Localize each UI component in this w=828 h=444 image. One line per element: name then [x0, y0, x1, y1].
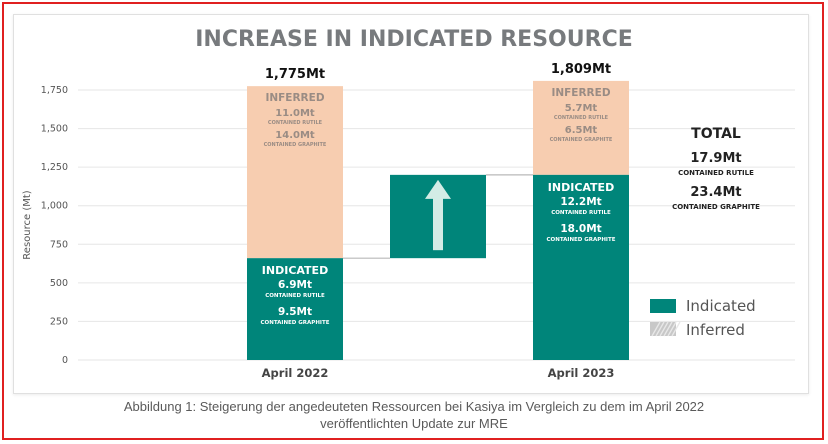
- total-graphite-value: 23.4Mt: [690, 185, 741, 200]
- indicated-rutile-value: 12.2Mt: [560, 196, 601, 208]
- legend-hatch-line: [667, 321, 677, 337]
- legend-label-indicated: Indicated: [686, 297, 756, 315]
- bar-total-label: 1,809Mt: [551, 62, 611, 77]
- inferred-rutile-label: CONTAINED RUTILE: [554, 115, 609, 121]
- x-tick-label: April 2022: [262, 366, 329, 380]
- legend-label-inferred: Inferred: [686, 321, 745, 339]
- legend-hatch-line: [655, 321, 665, 337]
- total-rutile-label: CONTAINED RUTILE: [678, 169, 754, 177]
- indicated-graphite-value: 18.0Mt: [560, 223, 601, 235]
- bar-indicated: [533, 174, 629, 360]
- inferred-rutile-value: 11.0Mt: [275, 108, 315, 119]
- inferred-graphite-value: 14.0Mt: [275, 130, 315, 141]
- y-tick-label: 1,500: [41, 124, 68, 135]
- chart-title: INCREASE IN INDICATED RESOURCE: [195, 27, 633, 52]
- indicated-rutile-value: 6.9Mt: [278, 279, 312, 291]
- indicated-rutile-label: CONTAINED RUTILE: [265, 293, 325, 299]
- inferred-heading: INFERRED: [265, 92, 324, 104]
- y-tick-label: 1,000: [41, 201, 68, 212]
- y-axis-label: Resource (Mt): [22, 190, 33, 259]
- total-rutile-value: 17.9Mt: [690, 151, 741, 166]
- increase-arrow-icon: [425, 179, 451, 199]
- inferred-graphite-label: CONTAINED GRAPHITE: [264, 142, 327, 148]
- indicated-heading: INDICATED: [262, 264, 328, 277]
- bar-inferred: [247, 86, 343, 259]
- legend-hatch-line: [671, 321, 681, 337]
- bar-total-label: 1,775Mt: [265, 67, 325, 82]
- figure-caption: Abbildung 1: Steigerung der angedeuteten…: [30, 398, 798, 432]
- legend-swatch-indicated: [650, 299, 676, 313]
- y-tick-label: 750: [50, 239, 68, 250]
- y-tick-label: 0: [62, 355, 68, 366]
- y-tick-label: 1,250: [41, 162, 68, 173]
- y-tick-label: 1,750: [41, 85, 68, 96]
- y-tick-label: 500: [50, 278, 68, 289]
- total-heading: TOTAL: [691, 126, 741, 142]
- bar-indicated: [247, 258, 343, 360]
- y-tick-label: 250: [50, 316, 68, 327]
- chart-panel: [13, 14, 809, 394]
- increase-arrow-shaft: [433, 196, 443, 251]
- caption-line-2: veröffentlichten Update zur MRE: [320, 416, 508, 431]
- indicated-graphite-value: 9.5Mt: [278, 306, 312, 318]
- indicated-rutile-label: CONTAINED RUTILE: [551, 210, 611, 216]
- inferred-rutile-value: 5.7Mt: [565, 103, 598, 114]
- indicated-graphite-label: CONTAINED GRAPHITE: [547, 237, 616, 243]
- inferred-heading: INFERRED: [551, 87, 610, 99]
- indicated-heading: INDICATED: [548, 181, 614, 194]
- inferred-graphite-value: 6.5Mt: [565, 125, 598, 136]
- legend-hatch-line: [659, 321, 669, 337]
- caption-line-1: Abbildung 1: Steigerung der angedeuteten…: [123, 399, 705, 414]
- legend-hatch-line: [663, 321, 673, 337]
- figure-frame: [2, 2, 824, 440]
- legend-hatch-line: [651, 321, 661, 337]
- inferred-rutile-label: CONTAINED RUTILE: [268, 120, 323, 126]
- bar-inferred: [533, 80, 629, 175]
- total-graphite-label: CONTAINED GRAPHITE: [672, 203, 760, 211]
- inferred-graphite-label: CONTAINED GRAPHITE: [550, 137, 613, 143]
- indicated-graphite-label: CONTAINED GRAPHITE: [261, 320, 330, 326]
- x-tick-label: April 2023: [548, 366, 615, 380]
